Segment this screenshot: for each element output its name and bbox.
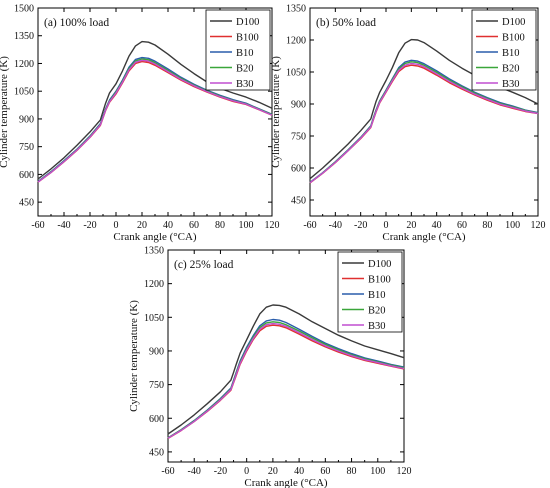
y-tick-label: 1050 bbox=[14, 87, 34, 98]
y-tick-label: 750 bbox=[291, 132, 306, 143]
y-axis-label: Cylinder temperature (K) bbox=[128, 300, 140, 412]
legend-label-b20: B20 bbox=[502, 64, 520, 75]
series-line-b30 bbox=[37, 59, 273, 183]
legend-label-d100: D100 bbox=[368, 259, 391, 270]
x-axis-label: Crank angle (°CA) bbox=[244, 477, 328, 488]
legend-box bbox=[337, 251, 403, 333]
chart-panel-2: -60 -40 -20 0 20 40 60 80 100 120 450 600 750 900 1050… bbox=[270, 4, 546, 244]
y-tick-label: 1500 bbox=[14, 4, 34, 15]
x-tick-label: 80 bbox=[482, 220, 492, 231]
x-tick-label: 40 bbox=[163, 220, 173, 231]
y-tick-label: 1200 bbox=[14, 59, 34, 70]
series-line-b10 bbox=[167, 318, 405, 439]
series-line-b30 bbox=[167, 322, 405, 439]
chart-panel-3: -60 -40 -20 0 20 40 60 80 100 120 450 600 750 900 1050… bbox=[128, 246, 412, 488]
x-tick-label: 100 bbox=[370, 466, 385, 477]
panel-title: (b) 50% load bbox=[316, 17, 376, 29]
y-tick-label: 600 bbox=[19, 170, 34, 181]
x-tick-label: -60 bbox=[303, 220, 316, 231]
series-line-b20 bbox=[167, 321, 405, 439]
series-line-b100 bbox=[167, 324, 405, 440]
x-tick-label: -60 bbox=[31, 220, 44, 231]
chart-panel-1: -60 -40 -20 0 20 40 60 80 100 120 450 600 750 900 1050… bbox=[0, 4, 280, 244]
y-tick-label: 1200 bbox=[286, 36, 306, 47]
y-tick-label: 600 bbox=[291, 164, 306, 175]
legend-label-b100: B100 bbox=[502, 33, 525, 44]
x-tick-label: -20 bbox=[354, 220, 367, 231]
y-tick-label: 1350 bbox=[144, 246, 164, 257]
x-tick-label: 0 bbox=[384, 220, 389, 231]
legend-label-d100: D100 bbox=[502, 17, 525, 28]
y-axis-label: Cylinder temperature (K) bbox=[270, 56, 282, 168]
y-tick-label: 900 bbox=[149, 346, 164, 357]
y-tick-label: 1200 bbox=[144, 279, 164, 290]
y-tick-label: 600 bbox=[149, 414, 164, 425]
y-tick-label: 1350 bbox=[286, 4, 306, 15]
y-tick-label: 750 bbox=[149, 380, 164, 391]
legend-label-b30: B30 bbox=[236, 79, 254, 90]
x-tick-label: 20 bbox=[406, 220, 416, 231]
x-tick-label: 20 bbox=[137, 220, 147, 231]
x-tick-label: -40 bbox=[329, 220, 342, 231]
y-tick-label: 450 bbox=[291, 196, 306, 207]
x-tick-label: 60 bbox=[189, 220, 199, 231]
x-tick-label: 120 bbox=[397, 466, 412, 477]
x-tick-label: 120 bbox=[531, 220, 546, 231]
y-tick-label: 750 bbox=[19, 142, 34, 153]
x-tick-label: 20 bbox=[268, 466, 278, 477]
legend-label-b20: B20 bbox=[368, 306, 386, 317]
legend-label-b30: B30 bbox=[368, 321, 386, 332]
y-axis-label: Cylinder temperature (K) bbox=[0, 56, 10, 168]
x-tick-label: -20 bbox=[83, 220, 96, 231]
x-tick-label: 120 bbox=[265, 220, 280, 231]
y-tick-label: 1050 bbox=[286, 68, 306, 79]
y-tick-label: 1350 bbox=[14, 31, 34, 42]
legend-label-b100: B100 bbox=[368, 275, 391, 286]
legend-label-d100: D100 bbox=[236, 17, 259, 28]
y-tick-label: 900 bbox=[19, 114, 34, 125]
series-line-b30 bbox=[309, 62, 539, 184]
y-tick-label: 450 bbox=[149, 447, 164, 458]
legend-label-b30: B30 bbox=[502, 79, 520, 90]
x-tick-label: -40 bbox=[188, 466, 201, 477]
x-tick-label: 100 bbox=[505, 220, 520, 231]
x-tick-label: 100 bbox=[239, 220, 254, 231]
legend-label-b20: B20 bbox=[236, 64, 254, 75]
y-tick-label: 900 bbox=[291, 100, 306, 111]
x-tick-label: 60 bbox=[457, 220, 467, 231]
panel-title: (c) 25% load bbox=[174, 259, 234, 271]
y-tick-label: 1050 bbox=[144, 313, 164, 324]
x-axis-label: Crank angle (°CA) bbox=[382, 231, 466, 243]
legend-label-b10: B10 bbox=[502, 48, 520, 59]
x-tick-label: 80 bbox=[347, 466, 357, 477]
x-tick-label: 60 bbox=[320, 466, 330, 477]
series-line-d100 bbox=[167, 304, 405, 435]
x-tick-label: -40 bbox=[57, 220, 70, 231]
y-tick-label: 450 bbox=[19, 198, 34, 209]
legend-box bbox=[205, 9, 271, 91]
x-axis-label: Crank angle (°CA) bbox=[113, 231, 197, 243]
x-tick-label: -60 bbox=[161, 466, 174, 477]
x-tick-label: 80 bbox=[215, 220, 225, 231]
x-tick-label: 0 bbox=[114, 220, 119, 231]
x-tick-label: 40 bbox=[294, 466, 304, 477]
legend-label-b100: B100 bbox=[236, 33, 259, 44]
x-tick-label: -20 bbox=[214, 466, 227, 477]
legend-label-b10: B10 bbox=[236, 48, 254, 59]
x-tick-label: 0 bbox=[244, 466, 249, 477]
panel-title: (a) 100% load bbox=[44, 17, 109, 29]
legend-box bbox=[471, 9, 537, 91]
legend-label-b10: B10 bbox=[368, 290, 386, 301]
x-tick-label: 40 bbox=[432, 220, 442, 231]
